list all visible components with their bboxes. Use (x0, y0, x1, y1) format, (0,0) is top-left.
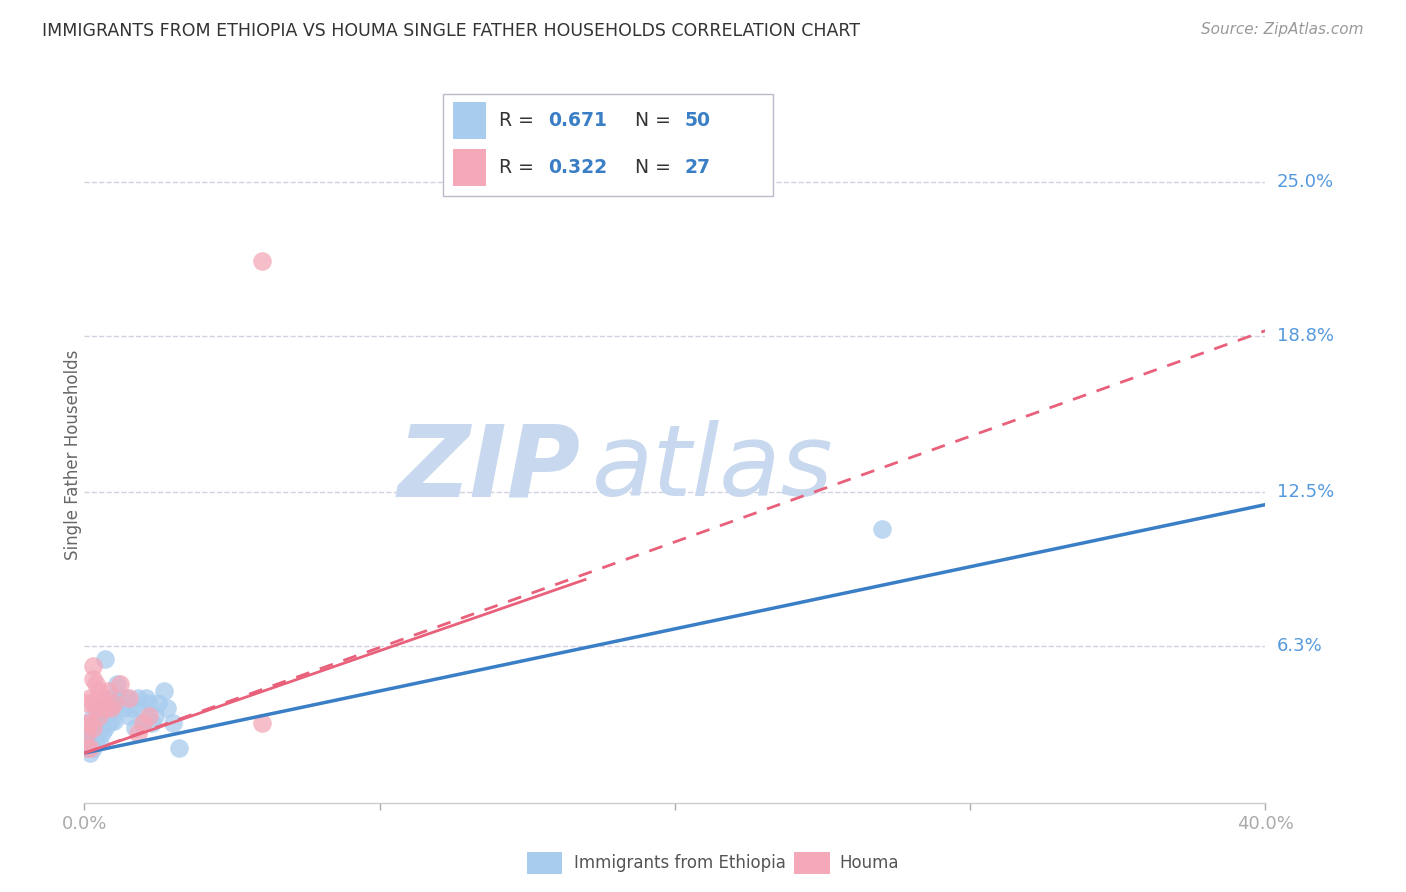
Point (84, 726, 107, 740)
Point (84, 676, 107, 690)
Text: Houma: Houma (839, 854, 898, 871)
Point (76, 726, 98, 740)
Point (138, 708, 160, 723)
Point (97, 716, 120, 731)
Point (97, 684, 120, 698)
Point (118, 691, 141, 706)
Point (132, 716, 155, 731)
Point (127, 691, 149, 706)
Text: 27: 27 (685, 158, 710, 177)
Point (148, 697, 170, 711)
Point (153, 684, 176, 698)
Point (162, 716, 184, 731)
Point (94, 721, 117, 735)
Point (167, 741, 190, 756)
Point (105, 676, 128, 690)
Point (87, 684, 111, 698)
Text: 25.0%: 25.0% (1277, 172, 1334, 191)
Point (250, 254, 273, 268)
Point (127, 726, 149, 740)
Point (82, 716, 104, 731)
Point (100, 714, 122, 728)
Point (82, 708, 104, 723)
Point (82, 672, 104, 686)
Text: IMMIGRANTS FROM ETHIOPIA VS HOUMA SINGLE FATHER HOUSEHOLDS CORRELATION CHART: IMMIGRANTS FROM ETHIOPIA VS HOUMA SINGLE… (42, 22, 860, 40)
Point (84, 714, 107, 728)
Point (114, 691, 136, 706)
Point (156, 701, 179, 715)
Point (132, 716, 155, 731)
Point (79, 739, 101, 753)
Text: ZIP: ZIP (398, 420, 581, 517)
Point (76, 741, 98, 756)
Point (129, 701, 152, 715)
Point (124, 721, 146, 735)
Point (118, 708, 141, 723)
Point (82, 741, 104, 756)
Point (141, 716, 163, 731)
Point (135, 691, 157, 706)
Text: N =: N = (634, 111, 676, 130)
Point (91, 726, 114, 740)
Point (84, 733, 107, 747)
Point (103, 697, 125, 711)
Point (100, 691, 122, 706)
Point (82, 659, 104, 673)
Point (108, 691, 131, 706)
Point (105, 697, 128, 711)
Point (79, 716, 101, 731)
Point (82, 721, 104, 735)
Point (79, 716, 101, 731)
Text: 0.322: 0.322 (548, 158, 607, 177)
Point (94, 701, 117, 715)
Text: atlas: atlas (592, 420, 834, 517)
Point (76, 716, 98, 731)
Point (108, 676, 131, 690)
Point (87, 708, 111, 723)
Point (79, 741, 101, 756)
Point (87, 721, 111, 735)
Text: 18.8%: 18.8% (1277, 326, 1333, 344)
Point (103, 714, 125, 728)
Point (138, 697, 160, 711)
Point (97, 701, 120, 715)
Text: R =: R = (499, 158, 540, 177)
Text: Source: ZipAtlas.com: Source: ZipAtlas.com (1201, 22, 1364, 37)
FancyBboxPatch shape (453, 102, 486, 139)
Point (111, 701, 134, 715)
Point (91, 716, 114, 731)
Point (91, 691, 114, 706)
Point (76, 697, 98, 711)
Point (82, 733, 104, 747)
Point (103, 701, 125, 715)
Point (79, 691, 101, 706)
Point (82, 726, 104, 740)
Point (87, 701, 111, 715)
Text: 50: 50 (685, 111, 710, 130)
Point (82, 697, 104, 711)
Text: N =: N = (634, 158, 676, 177)
Point (100, 701, 122, 715)
Point (76, 721, 98, 735)
Point (79, 729, 101, 743)
Point (76, 733, 98, 747)
Point (870, 523, 893, 537)
Point (79, 746, 101, 760)
Point (143, 708, 166, 723)
Text: Immigrants from Ethiopia: Immigrants from Ethiopia (574, 854, 786, 871)
FancyBboxPatch shape (453, 149, 486, 186)
Point (76, 741, 98, 756)
Point (76, 726, 98, 740)
Point (84, 701, 107, 715)
Text: 0.671: 0.671 (548, 111, 607, 130)
Text: 12.5%: 12.5% (1277, 483, 1334, 501)
Point (121, 701, 143, 715)
Point (94, 651, 117, 665)
Text: 6.3%: 6.3% (1277, 637, 1322, 656)
Text: R =: R = (499, 111, 540, 130)
Point (250, 716, 273, 731)
Y-axis label: Single Father Households: Single Father Households (65, 350, 82, 560)
Point (87, 733, 111, 747)
FancyBboxPatch shape (443, 94, 773, 196)
